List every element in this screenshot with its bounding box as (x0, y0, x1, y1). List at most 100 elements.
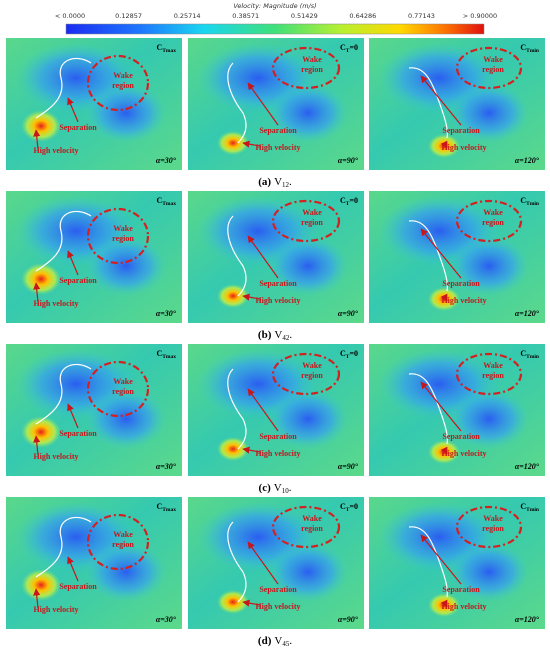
wake-label: Wake (302, 55, 322, 64)
separation-label: Separation (59, 123, 97, 132)
ct-label: CTmin (520, 196, 539, 207)
angle-label: α=30° (156, 156, 177, 165)
colorbar-label: 0.25714 (174, 12, 201, 20)
separation-line (35, 57, 92, 119)
arrow (33, 282, 41, 303)
wake-label: region (301, 524, 323, 533)
ct-base: C (156, 43, 162, 52)
high-velocity-label: High velocity (33, 146, 78, 155)
arrow (33, 129, 41, 150)
caption-sub: 42 (282, 334, 290, 342)
caption-letter: (d) (258, 635, 272, 647)
ct-sub: Tmax (162, 507, 176, 513)
wake-outline (271, 505, 341, 549)
caption-letter: (c) (259, 482, 272, 494)
high-velocity-label: High velocity (33, 452, 78, 461)
ct-label: CTmin (520, 349, 539, 360)
angle-label: α=120° (515, 462, 540, 471)
high-velocity-zone (217, 131, 249, 155)
arrow (67, 556, 79, 582)
caption-sub: 12 (282, 181, 290, 189)
arrow (242, 446, 261, 454)
ct-base: C (520, 196, 526, 205)
high-velocity-label: High velocity (441, 296, 486, 305)
separation-line (227, 62, 247, 144)
ct-base: C (156, 502, 162, 511)
wake-outline (86, 54, 150, 112)
ct-label: CT=0 (340, 196, 358, 207)
arrow (67, 403, 79, 429)
separation-label: Separation (259, 279, 297, 288)
ct-sub: Tmin (526, 354, 539, 360)
caption-v: V (274, 635, 282, 647)
high-velocity-label: High velocity (441, 449, 486, 458)
ct-base: C (520, 349, 526, 358)
wake-outline (271, 46, 341, 90)
caption-sub: 45 (282, 640, 290, 648)
ct-label: CTmax (156, 502, 176, 513)
ct-sub: Tmax (162, 201, 176, 207)
caption: (a) V12. (258, 176, 292, 189)
ct-sub: T (346, 48, 350, 54)
separation-label: Separation (59, 429, 97, 438)
caption-end: . (289, 176, 292, 188)
high-velocity-zone (217, 437, 249, 461)
colorbar-label: 0.51429 (291, 12, 318, 20)
caption-sub: 10 (282, 487, 290, 495)
ct-base: C (340, 502, 346, 511)
ct-sub: Tmax (162, 48, 176, 54)
high-velocity-zone (21, 263, 61, 295)
high-velocity-label: High velocity (255, 449, 300, 458)
caption-v: V (274, 176, 282, 188)
low-velocity-zone (449, 83, 529, 143)
angle-label: α=30° (156, 615, 177, 624)
separation-label: Separation (259, 126, 297, 135)
arrow (440, 140, 448, 149)
low-velocity-zone (268, 542, 348, 602)
ct-sub: Tmax (162, 354, 176, 360)
wake-label: region (482, 524, 504, 533)
arrow (420, 75, 462, 126)
arrow (242, 293, 261, 301)
separation-line (227, 215, 247, 297)
caption-end: . (289, 482, 292, 494)
angle-label: α=90° (338, 309, 359, 318)
high-velocity-zone (21, 569, 61, 601)
ct-sub: T (346, 201, 350, 207)
wake-label: region (482, 371, 504, 380)
ct-base: C (340, 196, 346, 205)
ct-label: CTmin (520, 502, 539, 513)
caption-end: . (289, 329, 292, 341)
wake-label: Wake (113, 224, 133, 233)
low-velocity-zone (86, 236, 166, 296)
wake-label: Wake (483, 514, 503, 523)
wake-label: Wake (113, 377, 133, 386)
low-velocity-zone (86, 83, 166, 143)
high-velocity-label: High velocity (441, 602, 486, 611)
ct-label: CTmax (156, 43, 176, 54)
arrow (247, 235, 279, 279)
ct-base: C (520, 502, 526, 511)
caption: (d) V45. (258, 635, 292, 648)
colorbar-label: 0.12857 (115, 12, 142, 20)
low-velocity-zone (86, 542, 166, 602)
caption-end: . (289, 635, 292, 647)
high-velocity-zone (217, 590, 249, 614)
arrow (420, 534, 462, 585)
wake-label: Wake (483, 55, 503, 64)
arrow (67, 250, 79, 276)
colorbar-label: < 0.0000 (55, 12, 85, 20)
angle-label: α=90° (338, 615, 359, 624)
high-velocity-zone (217, 284, 249, 308)
wake-label: region (301, 65, 323, 74)
high-velocity-label: High velocity (33, 299, 78, 308)
wake-label: region (112, 81, 134, 90)
